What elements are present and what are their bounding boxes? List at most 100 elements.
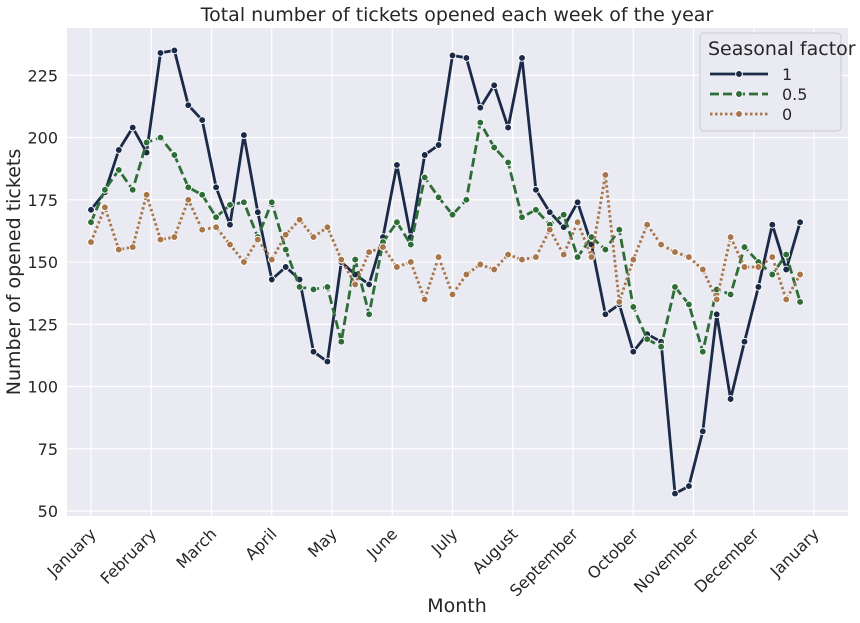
y-tick-label: 125 xyxy=(27,315,58,334)
data-point xyxy=(462,195,471,204)
data-point xyxy=(267,255,276,264)
data-point xyxy=(476,103,485,112)
data-point xyxy=(156,49,165,57)
data-point xyxy=(448,290,457,299)
data-point xyxy=(393,161,401,169)
data-point xyxy=(629,347,638,356)
data-point xyxy=(490,265,499,274)
x-tick-label: March xyxy=(172,524,220,572)
data-point xyxy=(198,190,207,199)
data-point xyxy=(587,253,596,261)
data-point xyxy=(532,205,540,214)
series-1 xyxy=(87,46,804,498)
data-point xyxy=(740,243,749,251)
data-point xyxy=(114,166,123,174)
x-tick-label: January xyxy=(766,524,823,581)
data-point xyxy=(198,225,207,234)
data-point xyxy=(365,280,373,289)
data-point xyxy=(212,183,220,192)
legend-entry: 0 xyxy=(710,105,792,124)
data-point xyxy=(504,123,512,132)
data-point xyxy=(309,285,318,294)
data-point xyxy=(114,146,123,154)
y-tick-label: 175 xyxy=(27,191,58,210)
series-0 xyxy=(87,171,804,306)
y-tick-label: 100 xyxy=(27,378,58,397)
data-point xyxy=(323,283,332,291)
data-point xyxy=(406,258,415,266)
data-point xyxy=(309,233,318,241)
data-point xyxy=(796,298,804,306)
data-point xyxy=(476,118,485,127)
data-point xyxy=(601,245,610,254)
x-tick-label: November xyxy=(630,524,703,597)
x-tick-label: May xyxy=(304,524,341,561)
legend-entries: 10.50 xyxy=(710,65,807,124)
data-point xyxy=(601,310,610,319)
y-tick-labels: 50 75 100 125 150 175 200 225 xyxy=(27,66,58,521)
data-point xyxy=(712,310,721,319)
data-point xyxy=(712,295,721,304)
data-point xyxy=(740,263,749,271)
data-point xyxy=(114,245,123,254)
data-point xyxy=(559,210,568,219)
data-point xyxy=(768,253,777,261)
legend-marker xyxy=(735,90,743,98)
data-point xyxy=(698,265,707,274)
x-tick-label: April xyxy=(241,524,280,563)
data-point xyxy=(323,223,332,232)
data-point xyxy=(726,233,735,241)
data-point xyxy=(226,200,234,209)
data-point xyxy=(420,173,429,182)
series-line xyxy=(89,49,802,495)
data-point xyxy=(629,303,638,311)
data-point xyxy=(323,357,332,366)
x-tick-label: October xyxy=(583,524,642,583)
data-point xyxy=(406,240,415,249)
data-point xyxy=(657,342,665,351)
data-point xyxy=(532,185,540,194)
data-point xyxy=(657,240,665,249)
y-tick-label: 150 xyxy=(27,253,58,272)
data-point xyxy=(643,220,652,229)
data-point xyxy=(393,218,401,227)
data-point xyxy=(379,243,387,251)
data-point xyxy=(420,295,429,304)
data-point xyxy=(156,235,165,244)
data-point xyxy=(671,283,679,291)
data-point xyxy=(504,158,512,167)
y-gridlines xyxy=(67,74,848,512)
data-point xyxy=(226,220,234,229)
data-point xyxy=(629,255,638,264)
legend-title: Seasonal factor xyxy=(708,38,856,60)
data-point xyxy=(685,300,693,309)
data-point xyxy=(337,337,346,346)
data-point xyxy=(184,183,193,192)
data-point xyxy=(504,250,512,259)
y-tick-label: 200 xyxy=(27,129,58,148)
data-point xyxy=(573,198,582,207)
data-point xyxy=(170,46,179,55)
data-point xyxy=(128,185,137,194)
data-point xyxy=(518,255,526,264)
data-point xyxy=(518,213,526,222)
data-point xyxy=(685,482,693,490)
data-point xyxy=(796,218,804,227)
data-point xyxy=(671,489,679,498)
legend-marker xyxy=(735,70,743,78)
data-point xyxy=(545,225,554,234)
data-point xyxy=(87,218,95,227)
data-point xyxy=(240,131,248,139)
data-point xyxy=(240,258,248,266)
data-point xyxy=(393,263,401,271)
legend-entry: 1 xyxy=(710,65,792,84)
data-point xyxy=(295,215,304,224)
data-point xyxy=(462,54,471,62)
legend: Seasonal factor 10.50 xyxy=(699,32,856,132)
x-tick-label: December xyxy=(690,524,762,596)
data-point xyxy=(212,213,220,222)
x-tick-label: June xyxy=(362,524,401,563)
data-point xyxy=(782,295,791,304)
data-point xyxy=(643,335,652,344)
